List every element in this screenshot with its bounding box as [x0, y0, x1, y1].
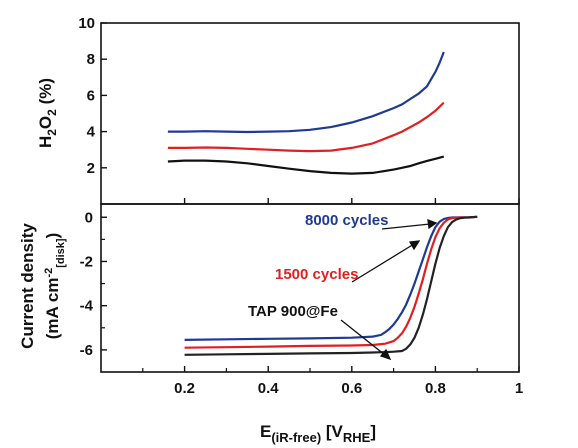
annotation-arrows [340, 219, 438, 361]
top-y-axis-label: H2O2 (%) [36, 78, 59, 148]
ticks-group: 10 8 6 4 2 0 -2 -4 -6 0.2 0.4 0.6 0.8 1 [78, 15, 523, 397]
bottom-y-tick-label: -6 [80, 342, 93, 359]
top-series-group [167, 51, 445, 175]
x-tick-label: 0.8 [425, 380, 446, 397]
bottom-y-axis-label-line1: Current density [18, 223, 37, 349]
x-tick-label: 0.2 [174, 380, 195, 397]
annotation-8000-cycles: 8000 cycles [305, 212, 388, 229]
x-tick-label: 1 [515, 380, 523, 397]
bottom-y-axis-label-line2: (mA cm-2[disk]) [43, 233, 67, 340]
top-y-tick-label: 10 [78, 15, 95, 32]
annotation-tap-900-fe: TAP 900@Fe [248, 303, 338, 320]
top-y-tick-label: 4 [87, 124, 96, 141]
h2o2-series-line-2 [167, 155, 445, 175]
annotation-1500-cycles: 1500 cycles [275, 266, 358, 283]
top-y-tick-label: 2 [87, 160, 95, 177]
bottom-series-group [184, 215, 478, 356]
current-series-line-1 [184, 215, 478, 349]
arrow-1500 [351, 243, 415, 283]
current-series-line-2 [184, 215, 478, 356]
arrow-1500-head [408, 240, 421, 251]
x-tick-label: 0.6 [341, 380, 362, 397]
h2o2-series-line-1 [167, 101, 445, 153]
arrow-8000-head [427, 219, 438, 230]
h2o2-series-line-0 [167, 51, 445, 134]
bottom-y-tick-label: -4 [80, 298, 94, 315]
arrow-tap [340, 319, 386, 356]
top-y-tick-label: 6 [87, 87, 95, 104]
arrow-8000 [381, 223, 431, 230]
x-axis-label: E(iR-free) [VRHE] [260, 422, 376, 445]
current-series-line-0 [184, 215, 478, 341]
top-y-tick-label: 8 [87, 51, 95, 68]
bottom-y-tick-label: -2 [80, 253, 93, 270]
bottom-y-tick-label: 0 [85, 209, 93, 226]
top-panel-frame [100, 22, 520, 205]
arrow-tap-head [379, 348, 392, 361]
x-tick-label: 0.4 [258, 380, 280, 397]
